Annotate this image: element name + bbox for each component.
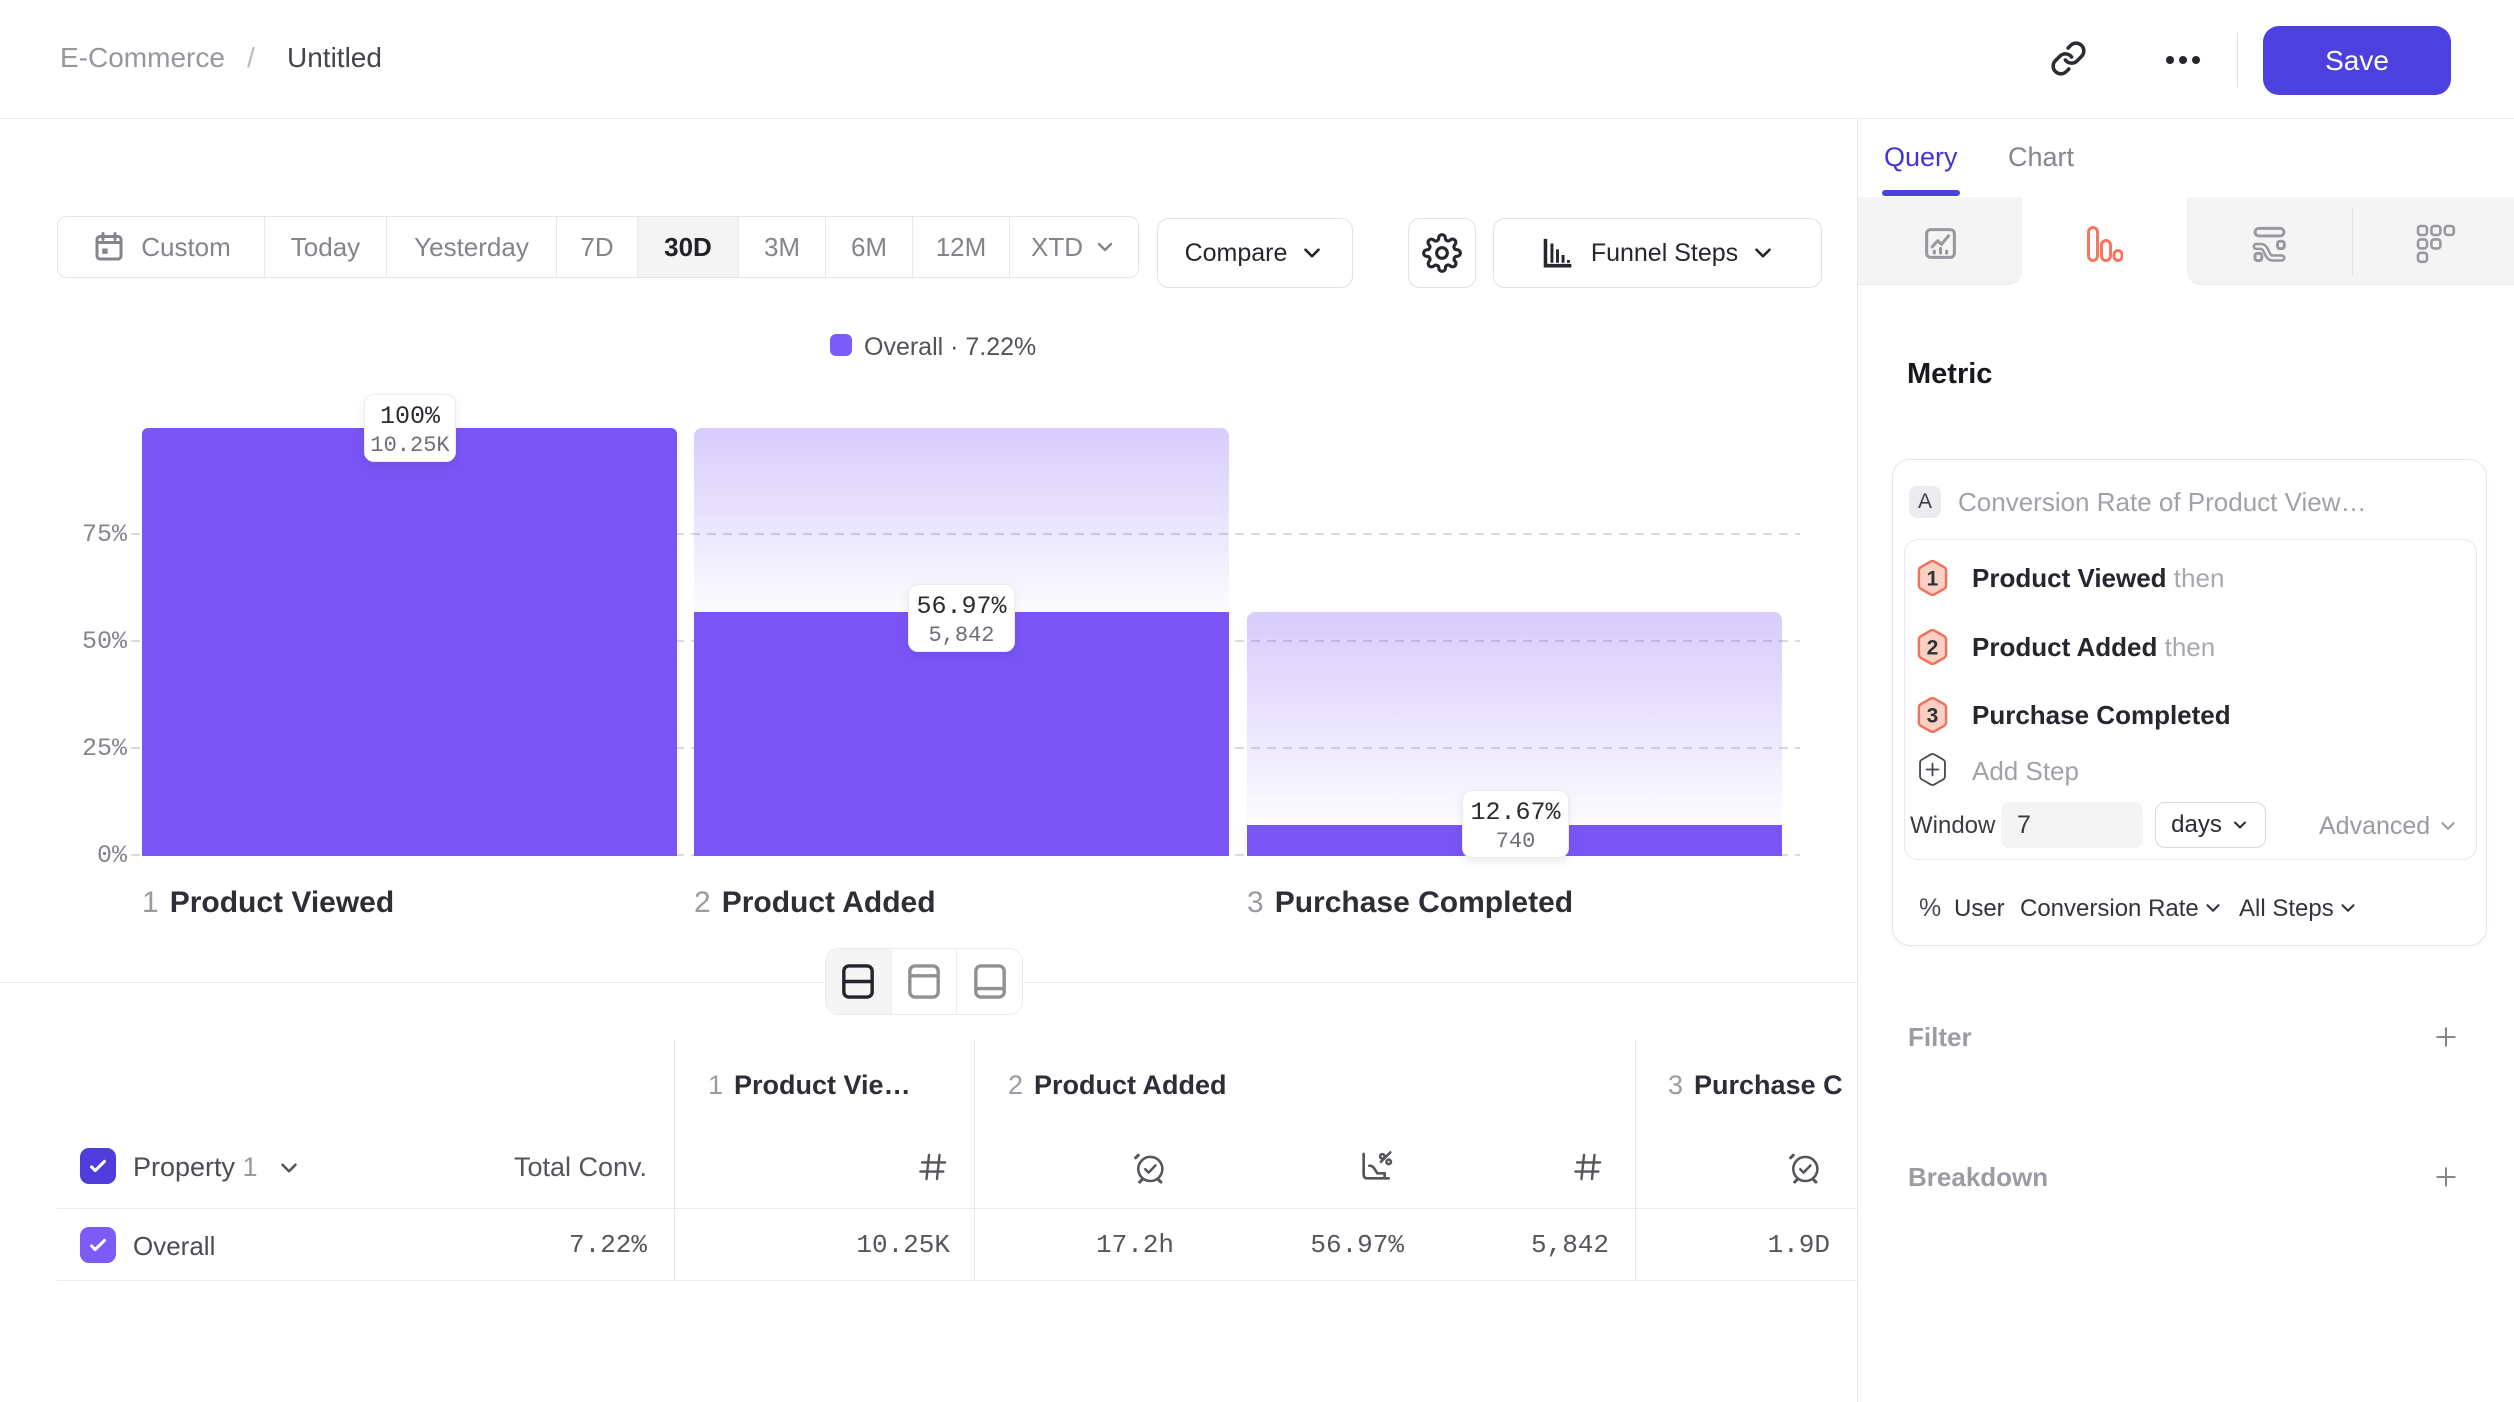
svg-text:3: 3 [1927, 705, 1939, 728]
svg-text:2: 2 [1927, 637, 1939, 660]
svg-text:1: 1 [1927, 568, 1939, 591]
